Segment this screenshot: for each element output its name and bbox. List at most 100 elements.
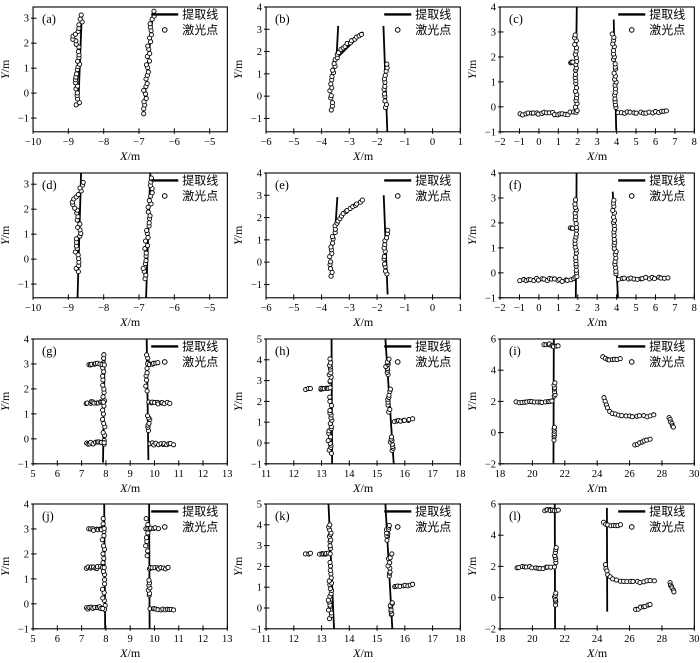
legend-point-icon xyxy=(161,358,168,365)
laser-point xyxy=(72,31,78,37)
laser-point xyxy=(328,586,334,592)
x-tick-label: 18 xyxy=(455,634,465,645)
laser-point xyxy=(629,413,635,419)
laser-point xyxy=(572,197,578,203)
laser-point xyxy=(143,383,149,389)
x-tick-label: 2 xyxy=(575,137,580,148)
y-tick-label: 1 xyxy=(24,575,29,586)
subplot-letter: (f) xyxy=(509,178,522,192)
laser-point xyxy=(151,8,157,14)
laser-point xyxy=(328,258,334,265)
y-tick-label: 3 xyxy=(24,359,29,370)
x-axis-label: X/m xyxy=(353,149,375,163)
laser-point xyxy=(329,93,335,99)
laser-point xyxy=(78,12,84,18)
legend-point-label: 激光点 xyxy=(649,354,685,368)
x-tick-label: 20 xyxy=(527,468,537,479)
laser-point xyxy=(328,568,334,574)
x-tick-label: 1 xyxy=(555,303,560,314)
y-tick-label: 3 xyxy=(257,376,262,387)
laser-point xyxy=(148,32,154,38)
y-tick-label: 1 xyxy=(257,583,262,594)
x-tick-label: 4 xyxy=(614,137,620,148)
x-tick-label: −2 xyxy=(372,303,383,314)
laser-point xyxy=(402,417,408,423)
laser-point xyxy=(100,543,107,549)
laser-point xyxy=(101,351,107,357)
laser-point xyxy=(551,564,557,570)
laser-point xyxy=(141,87,147,93)
laser-point xyxy=(143,95,149,102)
laser-point xyxy=(386,356,392,362)
x-tick-label: −6 xyxy=(261,303,272,314)
x-tick-label: 22 xyxy=(559,634,569,645)
x-tick-label: −6 xyxy=(169,137,180,148)
laser-point xyxy=(100,399,106,405)
y-tick-label: 4 xyxy=(257,2,263,13)
subplot-letter: (g) xyxy=(42,343,57,357)
laser-point xyxy=(144,351,150,357)
y-tick-label: 2 xyxy=(24,384,29,395)
x-tick-label: 0 xyxy=(430,137,435,148)
y-tick-label: 0 xyxy=(24,254,29,265)
x-tick-label: 16 xyxy=(400,468,410,479)
y-axis-label: Y/m xyxy=(233,556,245,576)
y-tick-label: 4 xyxy=(24,334,30,345)
y-tick-label: 4 xyxy=(257,521,263,532)
laser-point xyxy=(145,242,151,248)
y-tick-label: 0 xyxy=(257,604,262,615)
laser-point xyxy=(572,254,578,260)
laser-point xyxy=(100,606,106,612)
laser-point xyxy=(76,22,82,28)
laser-point xyxy=(327,522,333,528)
laser-point xyxy=(555,507,561,513)
y-tick-label: 3 xyxy=(24,14,29,25)
laser-point xyxy=(102,577,108,583)
laser-point xyxy=(330,67,336,73)
x-tick-label: −10 xyxy=(25,303,41,314)
laser-point xyxy=(551,424,557,430)
laser-point xyxy=(389,551,395,557)
extract-line xyxy=(77,14,83,106)
laser-point xyxy=(143,543,149,549)
legend-line-label: 提取线 xyxy=(649,6,685,21)
laser-point xyxy=(327,355,333,361)
laser-point xyxy=(555,342,561,348)
laser-point xyxy=(143,250,149,256)
x-tick-label: 8 xyxy=(103,634,108,645)
x-axis-label: X/m xyxy=(353,315,375,329)
x-tick-label: −7 xyxy=(133,137,144,148)
y-tick-label: −1 xyxy=(18,114,29,125)
y-tick-label: 2 xyxy=(257,396,262,407)
laser-point xyxy=(382,98,388,104)
laser-point xyxy=(328,359,334,365)
y-tick-label: 1 xyxy=(257,69,262,80)
laser-point xyxy=(100,407,106,413)
x-tick-label: 11 xyxy=(261,468,271,479)
laser-point xyxy=(100,551,106,557)
x-tick-label: −2 xyxy=(494,137,505,148)
x-tick-label: 12 xyxy=(289,634,299,645)
x-tick-label: −2 xyxy=(494,303,505,314)
laser-point xyxy=(142,238,149,244)
legend-point-icon xyxy=(395,192,401,199)
y-tick-label: 0 xyxy=(24,89,29,100)
subplot-letter: (e) xyxy=(275,178,289,192)
laser-point xyxy=(382,83,388,89)
y-tick-label: 0 xyxy=(490,268,495,279)
laser-point xyxy=(389,433,395,439)
laser-point xyxy=(100,569,106,575)
x-axis-label: X/m xyxy=(119,315,141,329)
axes-frame xyxy=(32,172,228,299)
x-tick-label: 12 xyxy=(289,468,299,479)
laser-point xyxy=(573,231,579,237)
laser-point xyxy=(145,522,151,528)
